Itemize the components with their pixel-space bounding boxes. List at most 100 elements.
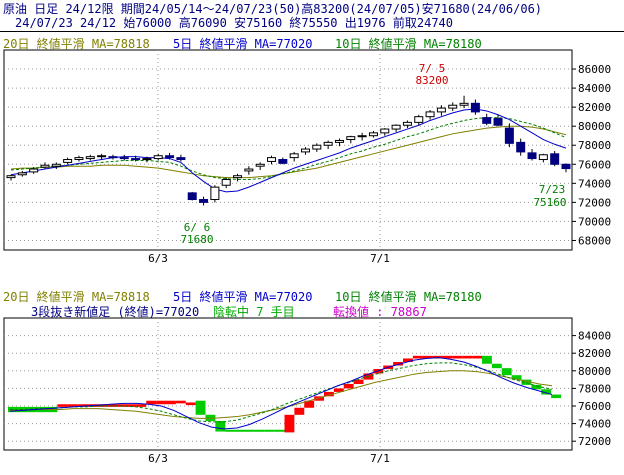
bottom-chart-ytick-label: 76000 bbox=[578, 400, 611, 413]
legend-bottom-ma10: 10日 終値平滑 MA=78180 bbox=[335, 290, 482, 304]
last-value-label: 75160 bbox=[533, 196, 566, 209]
candle-down bbox=[278, 159, 288, 164]
tlb-brick-down bbox=[225, 429, 236, 432]
tlb-brick-up bbox=[146, 400, 157, 405]
tlb-brick-down bbox=[551, 394, 561, 399]
tlb-brick-up bbox=[442, 355, 453, 359]
legend-top-ma10: 10日 終値平滑 MA=78180 bbox=[335, 37, 482, 51]
three-line-break-label: 3段抜き新値足 (終値)=77020 bbox=[31, 305, 200, 319]
top-chart-ytick-label: 74000 bbox=[578, 177, 611, 190]
top-chart-ytick-label: 80000 bbox=[578, 120, 611, 133]
candle-up bbox=[448, 104, 458, 109]
candle-down bbox=[187, 192, 197, 201]
tlb-brick-up bbox=[403, 358, 413, 362]
tlb-brick-down bbox=[245, 429, 255, 432]
tlb-brick-up bbox=[353, 379, 364, 384]
bottom-chart-ytick-label: 72000 bbox=[578, 435, 611, 448]
candle-up bbox=[402, 121, 412, 126]
tlb-brick-up bbox=[175, 400, 186, 404]
candle-up bbox=[312, 144, 322, 150]
candle-up bbox=[538, 154, 548, 161]
tlb-brick-down bbox=[274, 429, 285, 432]
legend-top-ma20: 20日 終値平滑 MA=78818 bbox=[3, 37, 150, 51]
header-line-2: 24/07/23 24/12 始76000 高76090 安75160 終755… bbox=[15, 16, 454, 30]
candle-up bbox=[51, 163, 61, 167]
candle-up bbox=[368, 132, 378, 137]
top-chart-ytick-label: 86000 bbox=[578, 63, 611, 76]
candle-down bbox=[119, 157, 129, 160]
candle-down bbox=[108, 156, 118, 159]
header-divider bbox=[0, 31, 624, 32]
top-chart-ytick-label: 68000 bbox=[578, 234, 611, 247]
tlb-brick-down bbox=[195, 400, 206, 415]
top-chart-ytick-label: 70000 bbox=[578, 215, 611, 228]
candle-up bbox=[221, 179, 231, 186]
tlb-brick-down bbox=[264, 429, 275, 432]
candle-down bbox=[482, 117, 492, 124]
candle-up bbox=[17, 172, 27, 176]
candle-up bbox=[244, 168, 254, 172]
candle-up bbox=[425, 111, 435, 118]
candle-up bbox=[142, 158, 152, 161]
top-chart-ytick-label: 82000 bbox=[578, 101, 611, 114]
tlb-brick-down bbox=[254, 429, 265, 432]
top-ma10-line bbox=[10, 117, 567, 181]
candle-up bbox=[459, 102, 469, 106]
candle-down bbox=[199, 199, 209, 203]
bottom-chart-ytick-label: 84000 bbox=[578, 330, 611, 343]
tlb-brick-down bbox=[531, 384, 542, 390]
candle-up bbox=[436, 107, 446, 113]
candle-down bbox=[131, 158, 141, 161]
tlb-brick-up bbox=[343, 384, 354, 389]
tlb-brick-up bbox=[294, 407, 305, 415]
bottom-chart-ytick-label: 80000 bbox=[578, 365, 611, 378]
legend-bottom-ma20: 20日 終値平滑 MA=78818 bbox=[3, 290, 150, 304]
candle-up bbox=[6, 175, 16, 179]
candle-down bbox=[470, 102, 480, 113]
tlb-brick-up bbox=[472, 355, 482, 359]
candle-down bbox=[561, 163, 571, 170]
tlb-brick-up bbox=[126, 404, 137, 407]
candle-up bbox=[63, 159, 73, 163]
candle-up bbox=[346, 136, 356, 141]
candle-up bbox=[267, 157, 277, 162]
tlb-brick-up bbox=[324, 391, 334, 397]
candle-down bbox=[165, 155, 175, 159]
tlb-brick-down bbox=[215, 420, 226, 432]
top-chart-xtick-label: 7/1 bbox=[370, 252, 390, 265]
bottom-ma10-line bbox=[10, 362, 553, 423]
legend-top-ma5: 5日 終値平滑 MA=77020 bbox=[173, 37, 313, 51]
top-chart-plot-area bbox=[3, 49, 573, 251]
tlb-brick-up bbox=[304, 400, 315, 408]
tlb-brick-up bbox=[432, 355, 443, 359]
candle-up bbox=[414, 116, 424, 123]
tlb-brick-down bbox=[541, 389, 552, 395]
candle-up bbox=[97, 155, 107, 158]
candle-up bbox=[323, 141, 333, 146]
bottom-chart-xtick-label: 6/3 bbox=[148, 452, 168, 465]
bottom-ma20-line bbox=[10, 370, 553, 419]
candle-up bbox=[233, 175, 243, 179]
candle-down bbox=[527, 152, 537, 160]
tlb-brick-down bbox=[521, 379, 532, 385]
candle-up bbox=[391, 124, 401, 130]
tlb-brick-down bbox=[235, 429, 245, 432]
candle-down bbox=[493, 118, 503, 126]
bottom-chart-ytick-label: 82000 bbox=[578, 347, 611, 360]
legend-bottom-ma5: 5日 終値平滑 MA=77020 bbox=[173, 290, 313, 304]
top-chart-xtick-label: 6/3 bbox=[148, 252, 168, 265]
last-date-label: 7/23 bbox=[539, 183, 566, 196]
candle-up bbox=[29, 168, 39, 173]
high-value-label: 83200 bbox=[415, 74, 448, 87]
top-chart-ytick-label: 78000 bbox=[578, 139, 611, 152]
top-chart-ytick-label: 76000 bbox=[578, 158, 611, 171]
tlb-brick-up bbox=[462, 355, 473, 359]
high-date-label: 7/ 5 bbox=[419, 62, 446, 75]
tlb-brick-down bbox=[491, 363, 502, 369]
candle-down bbox=[504, 127, 514, 144]
tlb-brick-up bbox=[77, 404, 87, 407]
candle-down bbox=[550, 153, 560, 165]
tlb-brick-up bbox=[393, 362, 403, 366]
candle-up bbox=[210, 186, 220, 201]
